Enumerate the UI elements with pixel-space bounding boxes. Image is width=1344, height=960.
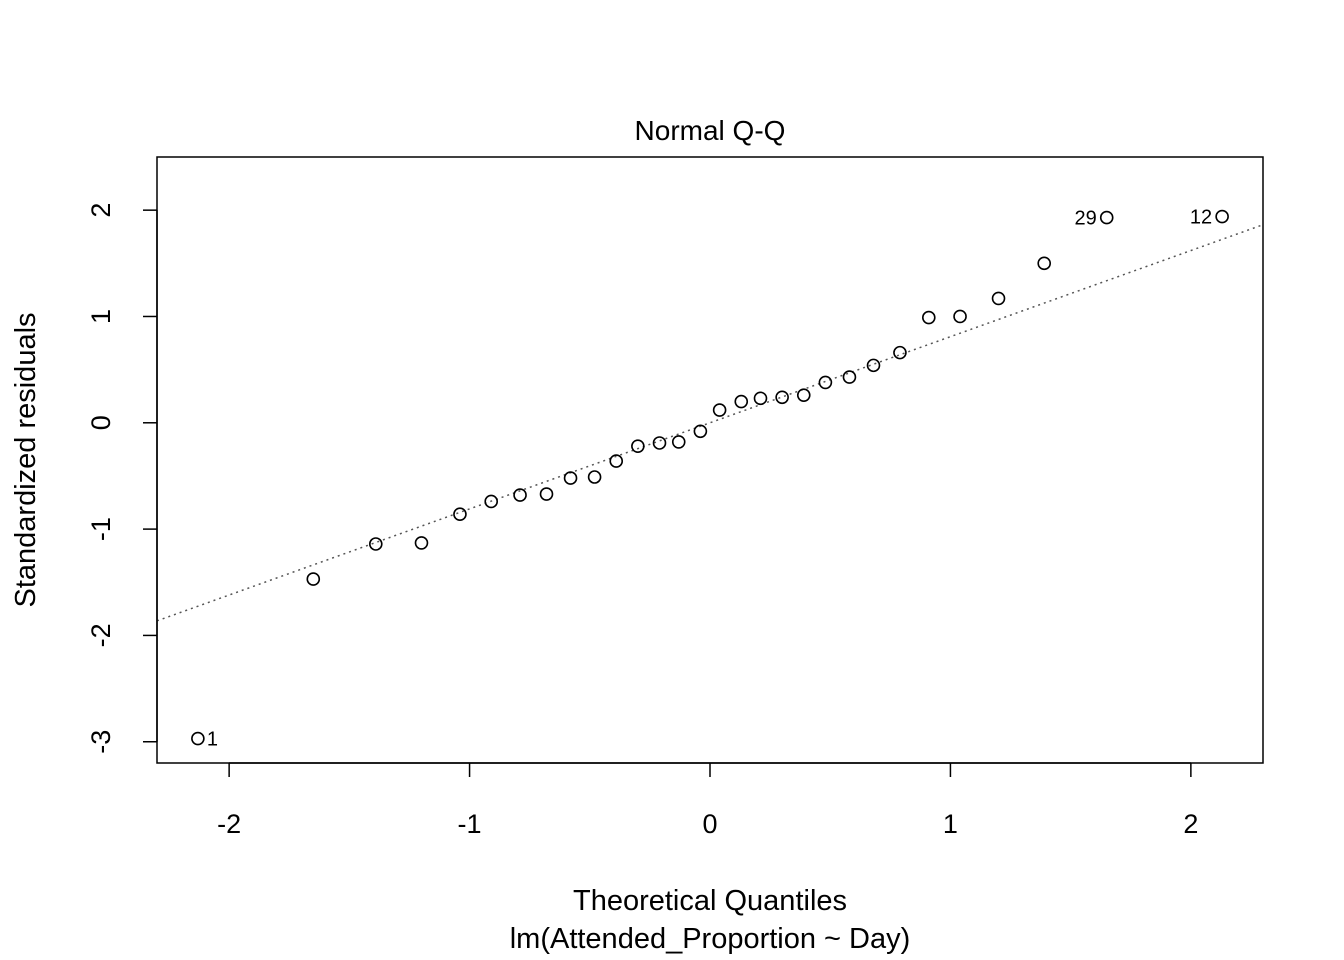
- data-point: [775, 390, 789, 405]
- points-layer: 1 29 12: [191, 207, 1229, 751]
- data-point: [818, 375, 833, 390]
- data-point: [453, 507, 467, 522]
- data-point: [921, 310, 936, 325]
- y-tick-label: -2: [86, 623, 116, 647]
- x-tick-label: 1: [943, 809, 958, 839]
- data-point: [866, 358, 881, 373]
- data-point: [712, 403, 727, 417]
- point-label: 29: [1074, 208, 1096, 230]
- plot-frame: [156, 156, 1264, 764]
- y-tick-label: -3: [86, 730, 116, 754]
- y-axis: -3 -2 -1 0 1 2: [86, 203, 158, 754]
- x-tick-label: 2: [1183, 809, 1198, 839]
- data-point: [693, 424, 708, 439]
- data-point: [191, 731, 205, 746]
- data-point: [671, 435, 686, 449]
- y-tick-label: 2: [86, 203, 116, 218]
- reference-line: [156, 224, 1264, 622]
- x-tick-label: -1: [458, 809, 482, 839]
- data-point: [609, 454, 624, 468]
- data-point: [539, 487, 554, 501]
- y-axis-label: Standardized residuals: [10, 312, 42, 607]
- data-point: [1099, 210, 1114, 225]
- reference-line-layer: [156, 224, 1264, 622]
- data-point: [796, 388, 811, 402]
- data-point: [587, 470, 602, 484]
- data-point: [414, 536, 429, 550]
- data-point: [652, 436, 667, 450]
- data-point: [1215, 209, 1229, 224]
- data-point: [753, 391, 768, 406]
- model-formula-label: lm(Attended_Proportion ~ Day): [510, 923, 911, 955]
- data-point: [368, 537, 383, 551]
- data-point: [734, 394, 749, 409]
- point-label: 12: [1190, 207, 1212, 229]
- data-point: [893, 345, 907, 360]
- data-point: [306, 572, 321, 586]
- data-point: [1037, 256, 1052, 271]
- data-point: [991, 291, 1006, 306]
- data-point: [842, 370, 857, 384]
- data-point: [484, 494, 499, 509]
- data-point: [563, 471, 578, 485]
- y-tick-label: -1: [86, 517, 116, 541]
- y-tick-label: 1: [86, 309, 116, 324]
- x-tick-label: 0: [702, 809, 717, 839]
- chart-title: Normal Q-Q: [635, 115, 786, 146]
- y-tick-label: 0: [86, 415, 116, 430]
- data-point: [513, 488, 527, 502]
- point-label: 1: [207, 729, 218, 751]
- data-point: [953, 309, 967, 324]
- data-point: [631, 439, 645, 453]
- x-axis: -2 -1 0 1 2: [217, 762, 1198, 839]
- x-axis-label: Theoretical Quantiles: [573, 885, 847, 917]
- x-tick-label: -2: [217, 809, 241, 839]
